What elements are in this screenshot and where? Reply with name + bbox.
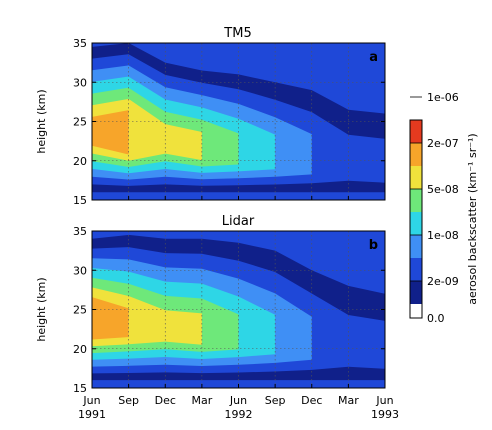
y-tick-label: 30 bbox=[73, 264, 87, 277]
colorbar-swatch bbox=[410, 281, 422, 304]
grid-lines bbox=[92, 43, 385, 200]
colorbar-swatch bbox=[410, 166, 422, 189]
colorbar-tick-label: 1e-06 bbox=[427, 91, 459, 104]
x-tick-label: Jun bbox=[375, 394, 393, 407]
colorbar-ticks: 0.0 2e-09 1e-08 5e-08 2e-07 1e-06 bbox=[410, 91, 459, 325]
y-tick-label: 15 bbox=[73, 382, 87, 395]
y-tick-label: 30 bbox=[73, 76, 87, 89]
colorbar-tick-label: 5e-08 bbox=[427, 183, 459, 196]
colorbar-swatch bbox=[410, 304, 422, 318]
panel-title: Lidar bbox=[222, 214, 255, 229]
colorbar-swatch bbox=[410, 189, 422, 212]
colorbar-label: aerosol backscatter (km⁻¹ sr⁻¹) bbox=[466, 133, 479, 304]
x-tick-label: Sep bbox=[265, 394, 286, 407]
x-tick-label: Jun bbox=[82, 394, 100, 407]
y-tick-label: 25 bbox=[73, 116, 87, 129]
y-tick-label: 15 bbox=[73, 194, 87, 207]
colorbar-swatch bbox=[410, 120, 422, 143]
y-axis-label: height (km) bbox=[35, 277, 48, 341]
y-tick-label: 20 bbox=[73, 155, 87, 168]
panel-tm5: TM5 15 20 25 30 35 height (km) a bbox=[35, 26, 386, 207]
y-axis: 15 20 25 30 35 bbox=[73, 37, 386, 207]
colorbar-tick-label: 1e-08 bbox=[427, 229, 459, 242]
x-tick-label: 1993 bbox=[371, 408, 399, 421]
colorbar-tick-label: 2e-09 bbox=[427, 275, 459, 288]
x-tick-label: Sep bbox=[118, 394, 139, 407]
x-tick-label: 1992 bbox=[225, 408, 253, 421]
y-axis: 15 20 25 30 35 bbox=[73, 225, 386, 395]
grid-lines bbox=[92, 231, 385, 388]
colorbar-tick-label: 0.0 bbox=[427, 312, 445, 325]
panel-title: TM5 bbox=[223, 26, 251, 41]
x-tick-label: Mar bbox=[338, 394, 359, 407]
x-tick-label: Dec bbox=[155, 394, 176, 407]
colorbar-swatches bbox=[410, 120, 422, 318]
contour-band bbox=[92, 297, 129, 340]
x-tick-label: Mar bbox=[191, 394, 212, 407]
colorbar-tick-label: 2e-07 bbox=[427, 137, 459, 150]
x-tick-label: 1991 bbox=[78, 408, 106, 421]
x-tick-label: Dec bbox=[301, 394, 322, 407]
y-tick-label: 35 bbox=[73, 37, 87, 50]
colorbar-swatch bbox=[410, 212, 422, 235]
y-tick-label: 25 bbox=[73, 304, 87, 317]
panel-letter: b bbox=[369, 238, 378, 253]
y-tick-label: 35 bbox=[73, 225, 87, 238]
colorbar: 0.0 2e-09 1e-08 5e-08 2e-07 1e-06 aerosol bac… bbox=[409, 91, 479, 325]
y-axis-label: height (km) bbox=[35, 89, 48, 153]
colorbar-swatch bbox=[410, 258, 422, 281]
x-tick-label: Jun bbox=[229, 394, 247, 407]
panel-letter: a bbox=[369, 50, 378, 65]
colorbar-swatch bbox=[410, 235, 422, 258]
y-tick-label: 20 bbox=[73, 343, 87, 356]
colorbar-swatch bbox=[410, 143, 422, 166]
